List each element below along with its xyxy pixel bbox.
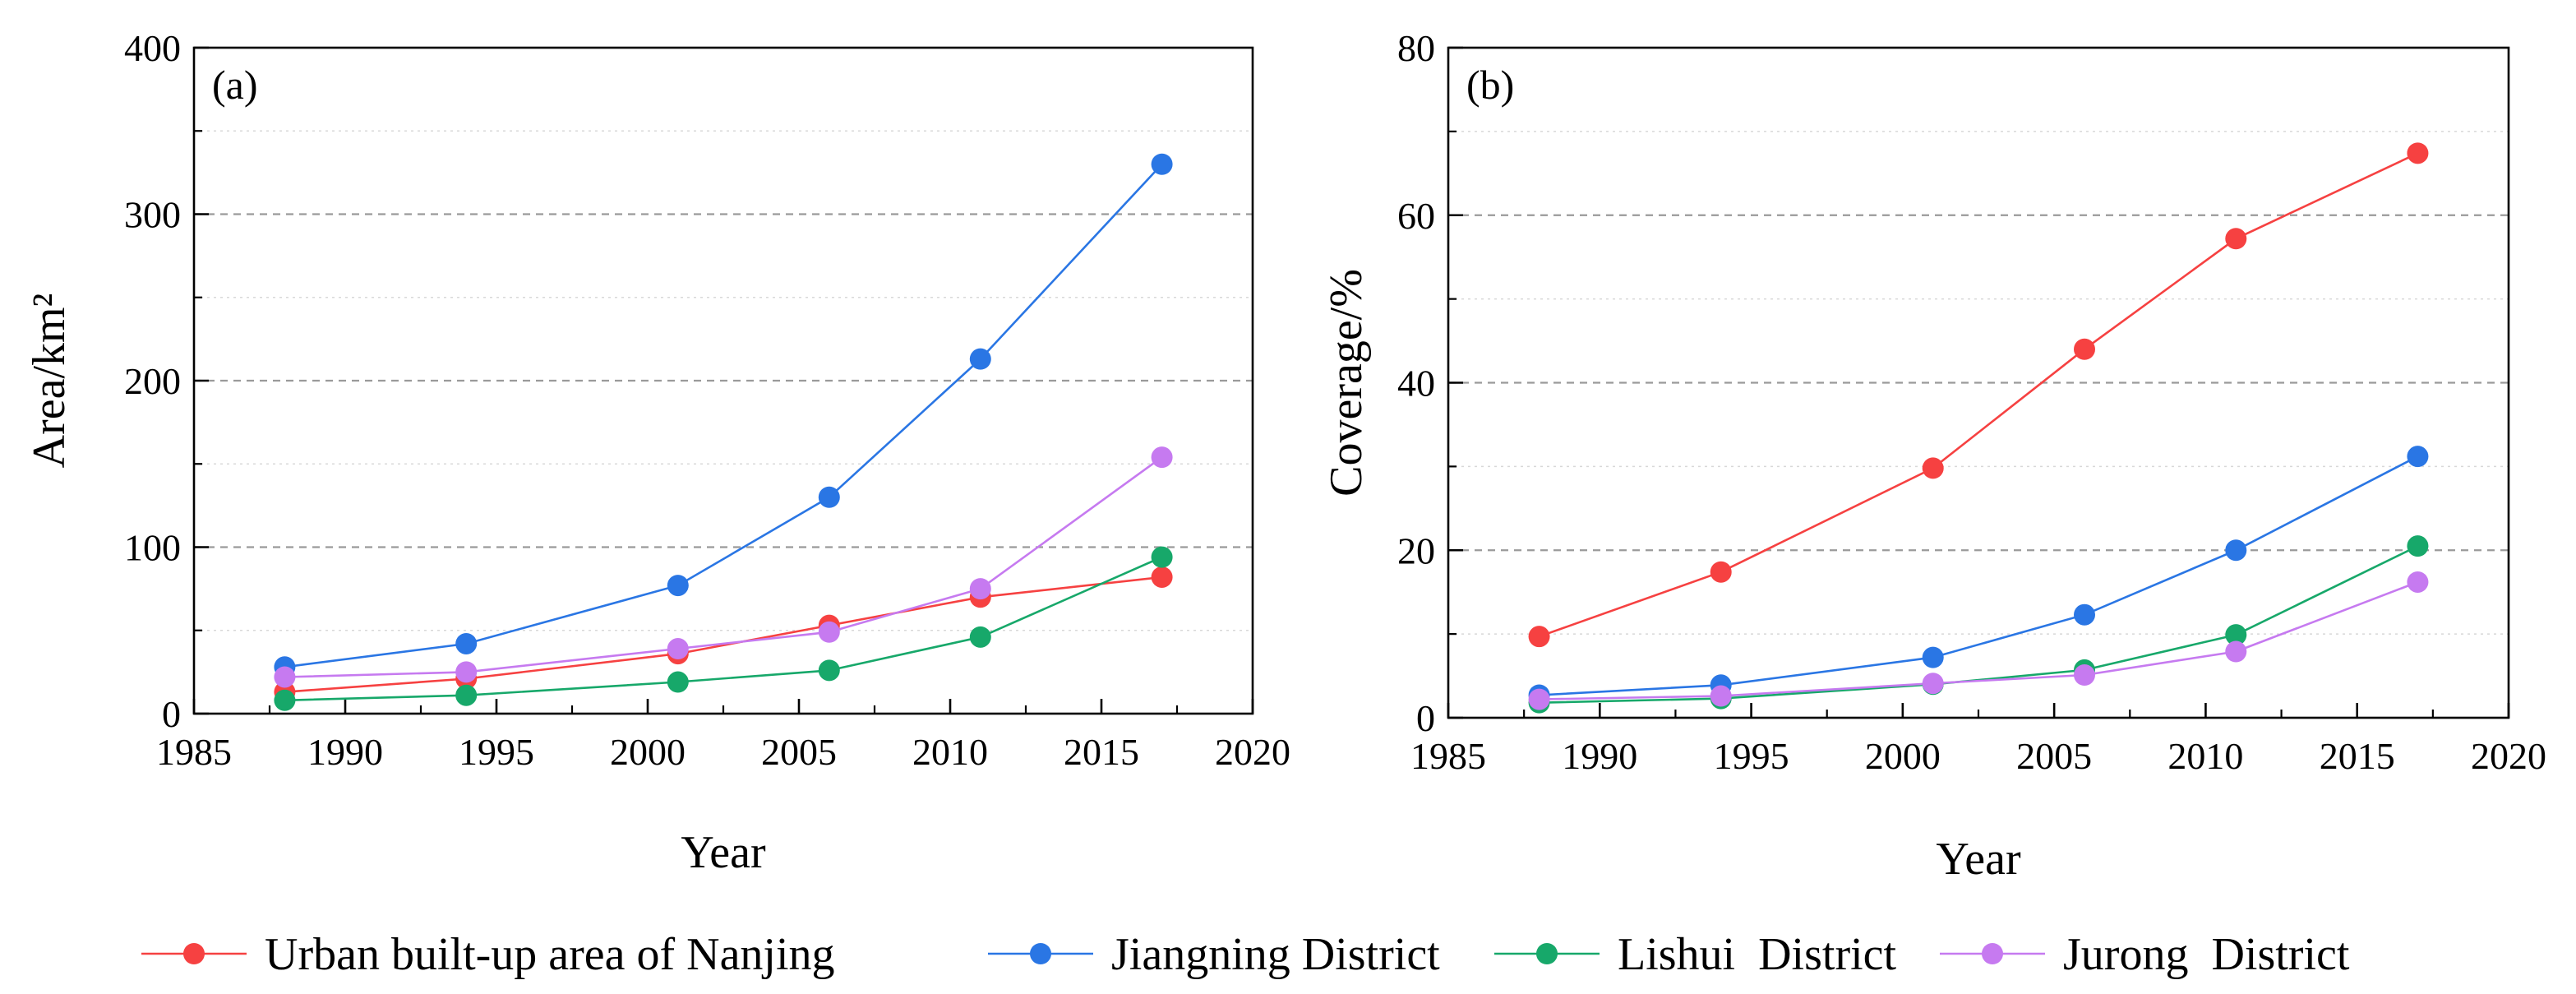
data-point-series-3 — [2225, 640, 2247, 663]
data-point-series-2 — [1151, 546, 1173, 568]
legend-label-2: Lishui District — [1618, 929, 1897, 980]
data-point-series-0 — [2074, 338, 2095, 360]
x-tick-label: 2005 — [2016, 735, 2092, 777]
y-tick-label: 100 — [124, 527, 181, 569]
panel-a-area-chart: 1985 1990 1995 2000 2005 2010 2015 2020 0 100 200 3… — [24, 27, 1290, 878]
data-point-series-3 — [1528, 688, 1550, 710]
data-point-series-0 — [2225, 228, 2247, 250]
series-line-3 — [1539, 580, 2418, 700]
x-tick-label: 2015 — [2320, 735, 2395, 777]
y-tick-label: 40 — [1397, 363, 1435, 405]
data-point-series-3 — [1922, 673, 1944, 695]
data-point-series-3 — [1710, 685, 1732, 707]
x-tick-label: 2020 — [1215, 731, 1290, 773]
data-point-series-3 — [1151, 446, 1173, 469]
x-tick-label: 1995 — [459, 731, 534, 773]
y-tick-label: 200 — [124, 360, 181, 402]
legend-marker-3 — [1982, 943, 2003, 964]
y-tick-label: 60 — [1397, 195, 1435, 237]
data-point-series-3 — [455, 661, 478, 683]
x-tick-label: 2000 — [1865, 735, 1941, 777]
data-point-series-2 — [2407, 535, 2429, 557]
y-tick-label: 400 — [124, 27, 181, 69]
data-point-series-0 — [1922, 457, 1944, 479]
x-tick-label: 2000 — [610, 731, 686, 773]
x-tick-label: 2005 — [761, 731, 837, 773]
series-line-1 — [1539, 455, 2418, 696]
panel-label: (b) — [1466, 62, 1514, 108]
x-tick-label: 1995 — [1714, 735, 1789, 777]
data-point-series-1 — [969, 348, 991, 370]
x-tick-label: 2015 — [1064, 731, 1139, 773]
data-point-series-2 — [667, 671, 689, 693]
legend-label-1: Jiangning District — [1111, 929, 1440, 980]
x-axis-title: Year — [681, 827, 766, 878]
data-point-series-1 — [455, 632, 478, 654]
series-line-1 — [284, 163, 1163, 668]
data-point-series-2 — [969, 626, 991, 648]
legend-marker-0 — [183, 943, 205, 964]
data-point-series-1 — [667, 575, 689, 597]
data-point-series-1 — [1922, 646, 1944, 668]
legend: Urban built-up area of Nanjing Jiangning … — [141, 929, 2350, 980]
x-tick-label: 2010 — [912, 731, 988, 773]
x-tick-label: 1985 — [156, 731, 232, 773]
data-point-series-1 — [2074, 603, 2095, 626]
y-tick-label: 0 — [1416, 697, 1435, 739]
y-tick-label: 0 — [162, 693, 181, 735]
y-axis-title: Coverage/% — [1321, 269, 1372, 497]
panel-label: (a) — [212, 62, 258, 108]
data-point-series-2 — [455, 684, 478, 706]
series-line-3 — [284, 456, 1163, 678]
data-point-series-3 — [274, 666, 296, 688]
data-point-series-1 — [2225, 539, 2247, 562]
y-axis-title: Area/km² — [24, 294, 75, 469]
y-tick-label: 20 — [1397, 529, 1435, 571]
data-point-series-0 — [1528, 626, 1550, 648]
legend-marker-2 — [1536, 943, 1558, 964]
x-tick-label: 1985 — [1410, 735, 1486, 777]
data-point-series-3 — [667, 638, 689, 660]
data-point-series-0 — [1151, 566, 1173, 588]
data-point-series-2 — [2225, 624, 2247, 646]
data-point-series-3 — [2074, 664, 2095, 687]
series-line-0 — [1539, 152, 2418, 638]
x-tick-label: 2010 — [2167, 735, 2243, 777]
data-point-series-3 — [818, 621, 840, 643]
legend-label-0: Urban built-up area of Nanjing — [265, 929, 835, 980]
data-point-series-1 — [818, 486, 840, 508]
legend-label-3: Jurong District — [2063, 929, 2350, 980]
series-line-2 — [284, 556, 1163, 702]
x-tick-label: 2020 — [2471, 735, 2546, 777]
series-line-0 — [284, 576, 1162, 693]
x-tick-label: 1990 — [307, 731, 383, 773]
data-point-series-2 — [274, 689, 296, 711]
series-line-2 — [1539, 545, 2418, 704]
data-point-series-0 — [2407, 142, 2429, 164]
data-point-series-0 — [1710, 561, 1732, 583]
data-point-series-2 — [818, 659, 840, 682]
x-tick-label: 1990 — [1562, 735, 1637, 777]
legend-marker-1 — [1030, 943, 1051, 964]
panel-b-coverage-chart: 1985 1990 1995 2000 2005 2010 2015 2020 0 20 40 60 8… — [1321, 27, 2546, 885]
data-point-series-1 — [1151, 153, 1173, 175]
x-axis-title: Year — [1936, 834, 2021, 885]
data-point-series-3 — [969, 578, 991, 600]
data-point-series-1 — [2407, 446, 2429, 468]
y-tick-label: 300 — [124, 194, 181, 236]
data-point-series-3 — [2407, 571, 2429, 593]
y-tick-label: 80 — [1397, 27, 1435, 69]
